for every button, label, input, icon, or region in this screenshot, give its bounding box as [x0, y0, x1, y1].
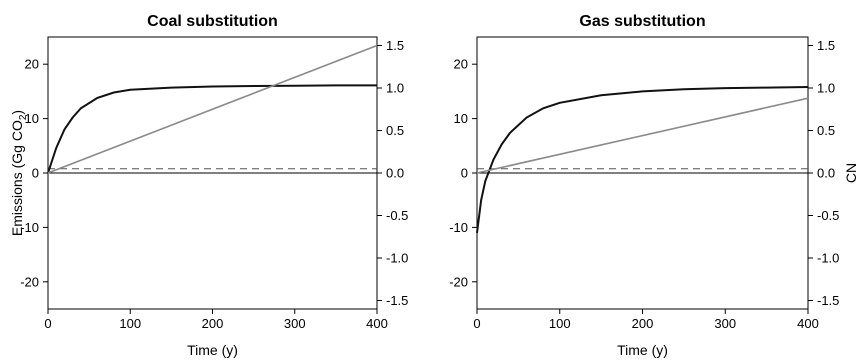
cn-series-line	[47, 44, 378, 174]
y-tick-label: -10	[449, 220, 468, 235]
x-tick-label: 400	[797, 316, 819, 331]
y2-tick-label: 0.0	[817, 166, 835, 181]
y2-tick-label: -1.0	[386, 251, 408, 266]
x-tick-label: 300	[714, 316, 736, 331]
y2-tick-label: -1.0	[817, 251, 839, 266]
y-tick-label: 0	[461, 166, 468, 181]
x-tick-label: 100	[549, 316, 571, 331]
y-tick-label: 10	[454, 111, 468, 126]
y-tick-label: -20	[20, 274, 39, 289]
x-tick-label: 200	[632, 316, 654, 331]
cn-series-line	[476, 97, 809, 174]
x-axis-label: Time (y)	[187, 342, 238, 358]
y-axis-label-close: )	[9, 110, 25, 115]
chart-panel-2: Gas substitution 0 100 200 300 400 -20 -10 0 10 20…	[449, 13, 859, 358]
y-tick-label: -10	[20, 220, 39, 235]
y2-axis-label: CN	[843, 163, 859, 183]
chart-title: Coal substitution	[147, 13, 278, 30]
emissions-series-line	[476, 86, 809, 233]
y-tick-label: -20	[449, 274, 468, 289]
x-tick-label: 100	[119, 316, 141, 331]
x-tick-label: 0	[44, 316, 51, 331]
y2-tick-label: -1.5	[386, 293, 408, 308]
x-tick-label: 200	[202, 316, 224, 331]
y-axis-label-subscript: 2	[18, 114, 29, 120]
y-axis-label-main: Emissions (Gg CO	[9, 120, 25, 236]
y2-tick-label: 0.0	[386, 166, 404, 181]
y2-tick-label: -1.5	[817, 293, 839, 308]
y-axis-label: Emissions (Gg CO2)	[9, 110, 29, 236]
y-tick-label: 0	[32, 166, 39, 181]
x-tick-label: 0	[473, 316, 480, 331]
y2-tick-label: 1.0	[817, 81, 835, 96]
y2-tick-label: 0.5	[386, 123, 404, 138]
y2-tick-label: 0.5	[817, 123, 835, 138]
x-tick-label: 400	[366, 316, 388, 331]
y2-tick-label: -0.5	[386, 208, 408, 223]
y2-tick-label: 1.5	[817, 38, 835, 53]
emissions-series-line	[47, 84, 377, 174]
x-tick-label: 300	[284, 316, 306, 331]
y2-tick-label: 1.5	[386, 38, 404, 53]
chart-title: Gas substitution	[579, 13, 705, 30]
y-tick-label: 20	[454, 57, 468, 72]
y-tick-label: 20	[25, 57, 39, 72]
y2-tick-label: -0.5	[817, 208, 839, 223]
y2-tick-label: 1.0	[386, 81, 404, 96]
y-tick-label: 10	[25, 111, 39, 126]
x-axis-label: Time (y)	[617, 342, 668, 358]
